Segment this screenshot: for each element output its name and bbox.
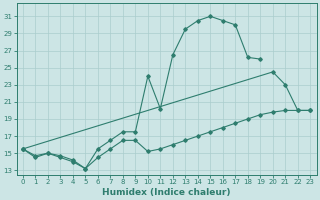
X-axis label: Humidex (Indice chaleur): Humidex (Indice chaleur) <box>102 188 231 197</box>
